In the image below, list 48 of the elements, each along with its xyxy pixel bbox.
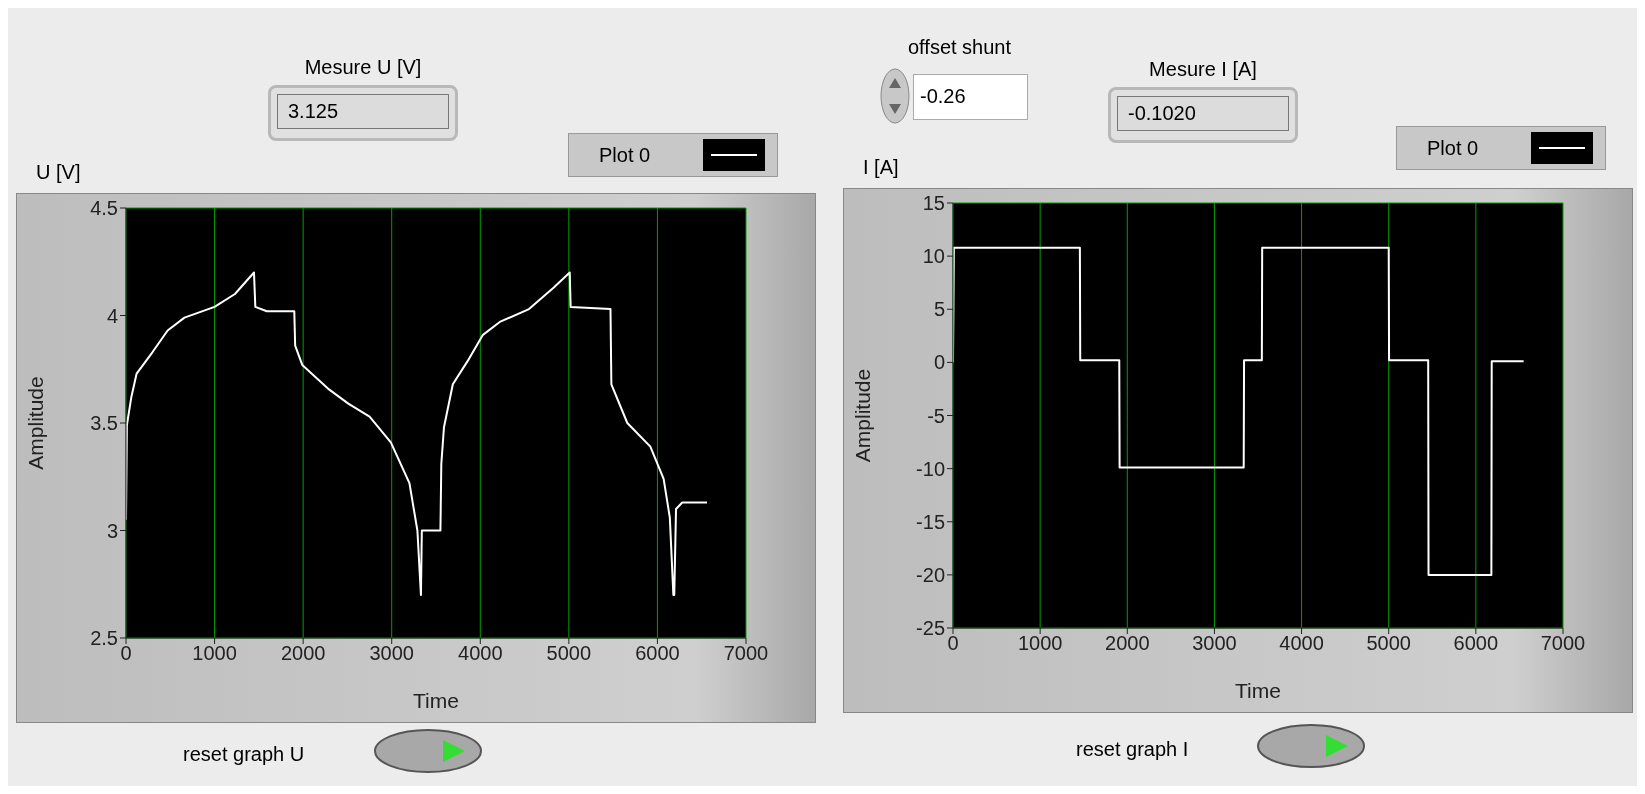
y-axis-title: Amplitude — [851, 368, 875, 463]
chart-title: I [A] — [863, 156, 899, 179]
text: reset graph I — [1076, 738, 1189, 761]
x-tick-label: 3000 — [369, 642, 414, 665]
line-series — [126, 271, 709, 596]
y-tick-label: 4.5 — [90, 197, 118, 220]
chart-title: U [V] — [36, 161, 81, 184]
x-tick-label: 1000 — [192, 642, 237, 665]
x-tick-label: 0 — [120, 642, 132, 665]
y-tick-label: -25 — [916, 617, 945, 640]
y-tick-label: 0 — [933, 351, 945, 374]
x-tick-label: 6000 — [1453, 632, 1499, 655]
y-tick-label: 15 — [922, 192, 945, 215]
x-tick-label: 0 — [947, 632, 959, 655]
x-tick-label: 2000 — [280, 642, 326, 665]
y-tick-label: -20 — [916, 563, 945, 586]
x-tick-label: 7000 — [1540, 632, 1586, 655]
y-tick-label: 5 — [933, 298, 945, 321]
numeric-field: -0.26 — [913, 74, 1028, 120]
x-axis-title: Time — [1235, 679, 1281, 702]
x-tick-label: 6000 — [635, 642, 680, 665]
text: Plot 0 — [1427, 136, 1479, 160]
x-tick-label: 7000 — [723, 642, 769, 665]
line-series — [953, 246, 1525, 576]
x-tick-label: 4000 — [458, 642, 503, 665]
y-tick-label: -10 — [916, 457, 945, 480]
x-tick-label: 2000 — [1105, 632, 1150, 655]
text: Plot 0 — [599, 143, 651, 167]
x-tick-label: 5000 — [546, 642, 592, 665]
y-tick-label: -5 — [927, 404, 945, 427]
y-tick-label: 4 — [106, 304, 118, 327]
x-tick-label: 3000 — [1192, 632, 1237, 655]
text: offset shunt — [908, 36, 1012, 59]
readout-field: -0.1020 — [1108, 87, 1298, 143]
x-tick-label: 1000 — [1017, 632, 1063, 655]
y-tick-label: 3 — [106, 519, 118, 542]
x-tick-label: 5000 — [1366, 632, 1411, 655]
y-tick-label: -15 — [916, 510, 945, 533]
y-tick-label: 10 — [922, 245, 945, 268]
text: reset graph U — [183, 743, 305, 766]
y-axis-title: Amplitude — [24, 376, 48, 470]
y-tick-label: 3.5 — [90, 412, 118, 435]
readout-field: 3.125 — [268, 85, 458, 141]
text: Mesure U [V] — [303, 56, 423, 79]
y-tick-label: 2.5 — [90, 627, 118, 650]
x-axis-title: Time — [413, 689, 459, 712]
text: Mesure I [A] — [1148, 58, 1258, 81]
x-tick-label: 4000 — [1279, 632, 1324, 655]
